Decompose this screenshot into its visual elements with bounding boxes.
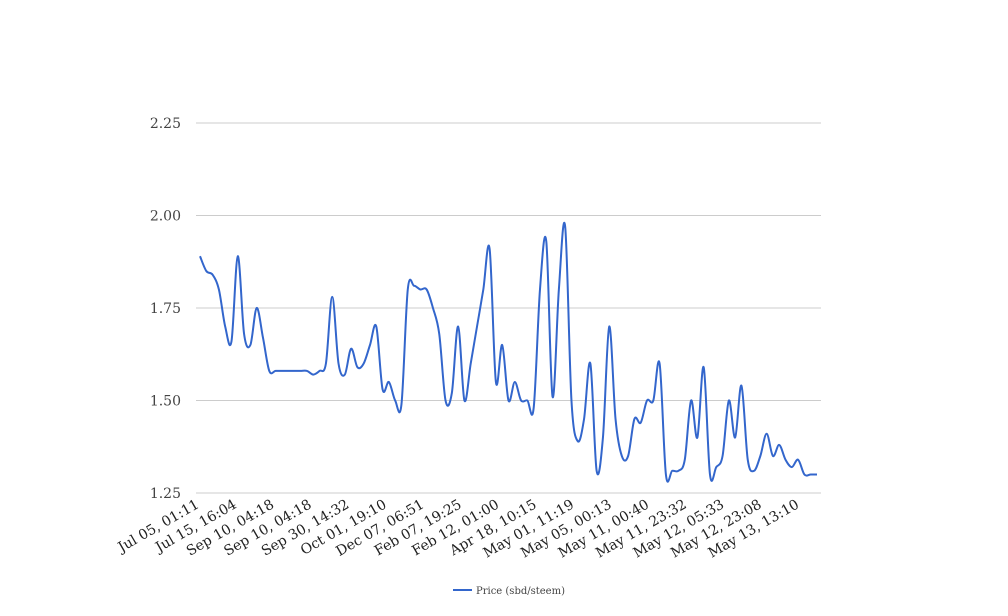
gridlines <box>196 122 821 494</box>
y-tick-label: 1.50 <box>150 394 181 410</box>
legend: Price (sbd/steem) <box>453 586 565 597</box>
y-tick-label: 1.75 <box>150 301 181 317</box>
series-line-price <box>199 222 817 483</box>
legend-label: Price (sbd/steem) <box>476 586 565 597</box>
y-tick-label: 2.00 <box>150 209 181 225</box>
y-tick-label: 2.25 <box>150 116 181 132</box>
y-axis: 1.25 1.50 1.75 2.00 2.25 <box>150 116 181 502</box>
series-layer <box>199 222 817 483</box>
y-tick-label: 1.25 <box>150 486 181 502</box>
